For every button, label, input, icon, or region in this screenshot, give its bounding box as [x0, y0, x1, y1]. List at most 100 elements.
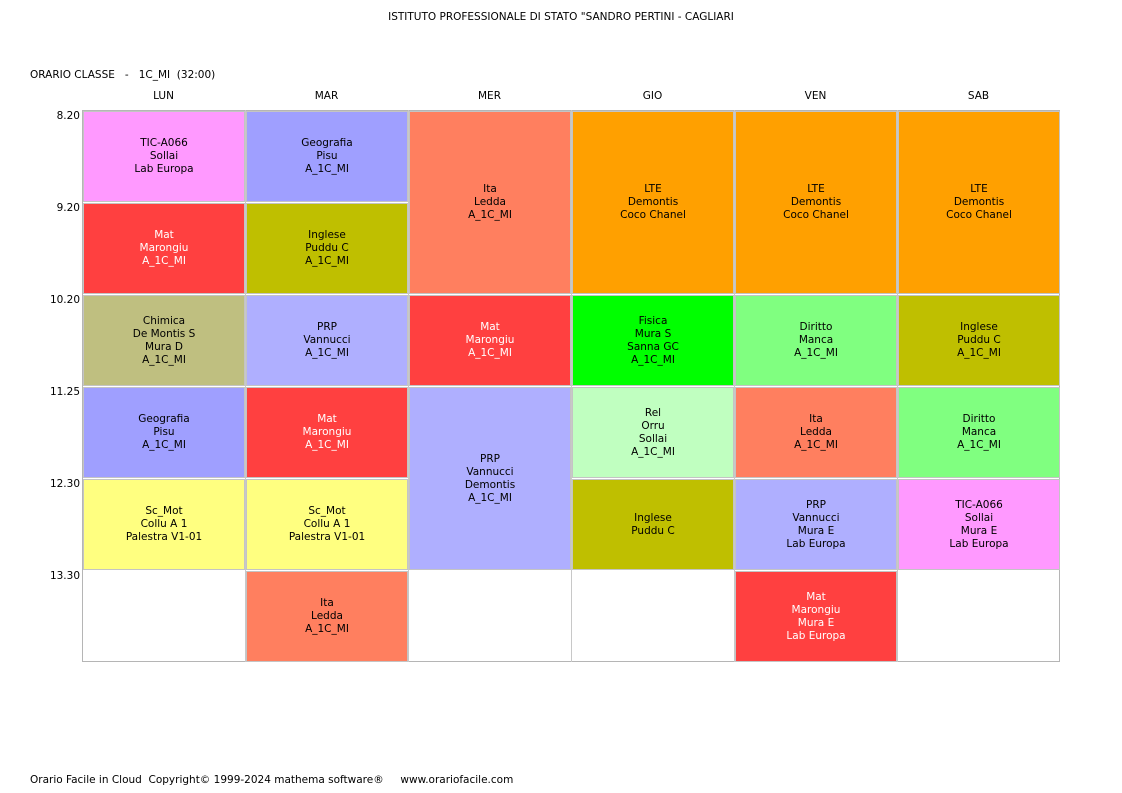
lesson-text: Sc_Mot	[145, 505, 183, 517]
lesson-text: Manca	[798, 334, 834, 346]
lesson-text: Sollai	[964, 511, 994, 524]
lesson-text: Vannucci	[466, 465, 514, 478]
lesson-text: Diritto	[799, 321, 833, 333]
lesson-block-sab[interactable]: Inglese Puddu C A_1C_MI	[898, 295, 1060, 386]
lesson-block-ven[interactable]: Mat Marongiu Mura E Lab Europa	[735, 571, 897, 662]
lesson-text: De Montis S	[132, 327, 196, 340]
day-header-sab: SAB	[967, 90, 990, 102]
lesson-text: A_1C_MI	[631, 445, 675, 458]
lesson-block-mar[interactable]: Ita Ledda A_1C_MI	[246, 571, 408, 662]
lesson-text: A_1C_MI	[794, 347, 838, 359]
lesson-block-ven[interactable]: Diritto Manca A_1C_MI	[735, 295, 897, 386]
lesson-text: Mura E	[797, 524, 835, 537]
lesson-block-mar[interactable]: Geografia Pisu A_1C_MI	[246, 111, 408, 202]
lesson-text: PRP	[317, 321, 337, 333]
lesson-text: Ledda	[474, 196, 506, 208]
lesson-block-sab[interactable]: TIC-A066 Sollai Mura E Lab Europa	[898, 479, 1060, 570]
lesson-text: PRP	[806, 498, 826, 511]
lesson-text: Coco Chanel	[946, 209, 1012, 221]
lesson-block-sab[interactable]: LTE Demontis Coco Chanel	[898, 111, 1060, 294]
lesson-text: A_1C_MI	[957, 347, 1001, 359]
lesson-text: Mat	[317, 413, 337, 425]
lesson-text: A_1C_MI	[468, 491, 512, 504]
time-label: 13.30	[49, 570, 80, 582]
lesson-text: Mura E	[797, 616, 835, 629]
lesson-block-sab[interactable]: Diritto Manca A_1C_MI	[898, 387, 1060, 478]
lesson-text: LTE	[644, 183, 662, 195]
lesson-text: Inglese	[634, 511, 672, 524]
lesson-text: Marongiu	[465, 334, 515, 346]
column-divider	[897, 110, 898, 662]
lesson-text: Vannucci	[303, 334, 351, 346]
lesson-text: Marongiu	[302, 426, 352, 438]
column-divider	[408, 110, 409, 662]
lesson-block-mar[interactable]: Inglese Puddu C A_1C_MI	[246, 203, 408, 294]
lesson-block-ven[interactable]: Ita Ledda A_1C_MI	[735, 387, 897, 478]
lesson-block-gio[interactable]: Inglese Puddu C	[572, 479, 734, 570]
time-label: 12.30	[49, 478, 80, 490]
lesson-text: A_1C_MI	[305, 623, 349, 635]
lesson-block-mar[interactable]: Mat Marongiu A_1C_MI	[246, 387, 408, 478]
lesson-text: Mura E	[960, 524, 998, 537]
lesson-text: Palestra V1-01	[288, 531, 366, 543]
lesson-text: Lab Europa	[786, 537, 846, 550]
lesson-block-lun[interactable]: Chimica De Montis S Mura D A_1C_MI	[83, 295, 245, 386]
lesson-text: Orru	[641, 419, 665, 432]
lesson-text: Pisu	[153, 426, 175, 438]
lesson-text: Vannucci	[792, 511, 840, 524]
lesson-text: Inglese	[960, 321, 998, 333]
day-header-ven: VEN	[804, 90, 827, 102]
lesson-text: TIC-A066	[955, 498, 1003, 511]
lesson-text: Sollai	[149, 150, 179, 162]
lesson-block-mar[interactable]: PRP Vannucci A_1C_MI	[246, 295, 408, 386]
lesson-text: A_1C_MI	[305, 163, 349, 175]
lesson-text: Geografia	[301, 137, 353, 149]
lesson-text: A_1C_MI	[631, 353, 675, 366]
lesson-text: Pisu	[316, 150, 338, 162]
lesson-text: Ita	[483, 183, 497, 195]
lesson-block-ven[interactable]: PRP Vannucci Mura E Lab Europa	[735, 479, 897, 570]
lesson-text: LTE	[970, 183, 988, 195]
lesson-text: Palestra V1-01	[125, 531, 203, 543]
lesson-text: Manca	[961, 426, 997, 438]
day-header-mer: MER	[478, 90, 501, 102]
lesson-text: Fisica	[638, 314, 668, 327]
lesson-text: A_1C_MI	[305, 255, 349, 267]
column-divider	[245, 110, 246, 662]
lesson-block-lun[interactable]: Geografia Pisu A_1C_MI	[83, 387, 245, 478]
lesson-text: Marongiu	[139, 242, 189, 254]
lesson-block-mer[interactable]: Ita Ledda A_1C_MI	[409, 111, 571, 294]
lesson-block-ven[interactable]: LTE Demontis Coco Chanel	[735, 111, 897, 294]
time-label: 10.20	[49, 294, 80, 306]
column-divider	[734, 110, 735, 662]
lesson-text: A_1C_MI	[305, 439, 349, 451]
lesson-text: Mat	[154, 229, 174, 241]
lesson-block-mar[interactable]: Sc_Mot Collu A 1 Palestra V1-01	[246, 479, 408, 570]
lesson-text: A_1C_MI	[142, 353, 186, 366]
lesson-text: Collu A 1	[303, 518, 351, 530]
lesson-text: Lab Europa	[786, 629, 846, 642]
lesson-text: Puddu C	[305, 242, 349, 254]
lesson-block-lun[interactable]: Sc_Mot Collu A 1 Palestra V1-01	[83, 479, 245, 570]
lesson-text: Marongiu	[791, 603, 841, 616]
lesson-text: LTE	[807, 183, 825, 195]
class-info: ORARIO CLASSE - 1C_MI (32:00)	[30, 69, 216, 81]
lesson-block-lun[interactable]: Mat Marongiu A_1C_MI	[83, 203, 245, 294]
lesson-text: Lab Europa	[134, 163, 194, 175]
lesson-block-gio[interactable]: LTE Demontis Coco Chanel	[572, 111, 734, 294]
lesson-block-mer[interactable]: PRP Vannucci Demontis A_1C_MI	[409, 387, 571, 570]
lesson-text: Sanna GC	[627, 340, 679, 353]
lesson-block-gio[interactable]: Rel Orru Sollai A_1C_MI	[572, 387, 734, 478]
lesson-block-lun[interactable]: TIC-A066 Sollai Lab Europa	[83, 111, 245, 202]
day-header-gio: GIO	[642, 90, 663, 102]
lesson-block-gio[interactable]: Fisica Mura S Sanna GC A_1C_MI	[572, 295, 734, 386]
lesson-text: Coco Chanel	[620, 209, 686, 221]
lesson-text: A_1C_MI	[957, 439, 1001, 451]
lesson-block-mer[interactable]: Mat Marongiu A_1C_MI	[409, 295, 571, 386]
time-label: 11.25	[49, 386, 80, 398]
lesson-text: Demontis	[627, 196, 679, 208]
lesson-text: Mura D	[145, 340, 183, 353]
day-header-mar: MAR	[314, 90, 339, 102]
lesson-text: Ledda	[311, 610, 343, 622]
school-title: ISTITUTO PROFESSIONALE DI STATO "SANDRO …	[388, 11, 734, 23]
